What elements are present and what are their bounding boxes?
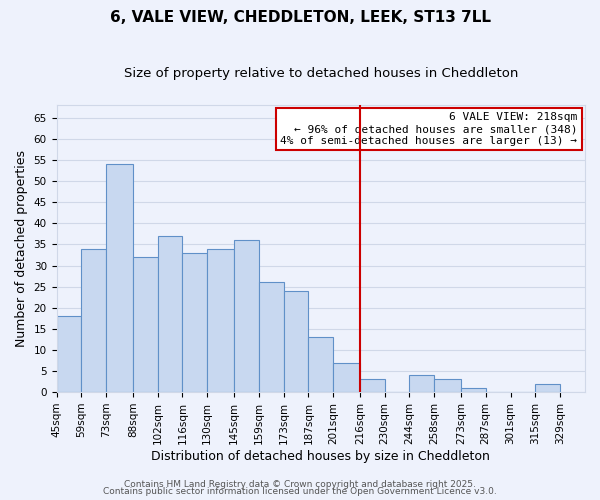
X-axis label: Distribution of detached houses by size in Cheddleton: Distribution of detached houses by size … — [151, 450, 490, 462]
Bar — [82, 248, 106, 392]
Bar — [56, 316, 82, 392]
Bar — [207, 248, 234, 392]
Bar — [308, 338, 333, 392]
Bar — [461, 388, 485, 392]
Bar — [106, 164, 133, 392]
Bar — [259, 282, 284, 392]
Text: 6, VALE VIEW, CHEDDLETON, LEEK, ST13 7LL: 6, VALE VIEW, CHEDDLETON, LEEK, ST13 7LL — [110, 10, 491, 25]
Text: Contains public sector information licensed under the Open Government Licence v3: Contains public sector information licen… — [103, 487, 497, 496]
Text: 6 VALE VIEW: 218sqm
← 96% of detached houses are smaller (348)
4% of semi-detach: 6 VALE VIEW: 218sqm ← 96% of detached ho… — [280, 112, 577, 146]
Bar — [535, 384, 560, 392]
Title: Size of property relative to detached houses in Cheddleton: Size of property relative to detached ho… — [124, 68, 518, 80]
Text: Contains HM Land Registry data © Crown copyright and database right 2025.: Contains HM Land Registry data © Crown c… — [124, 480, 476, 489]
Bar — [284, 291, 308, 392]
Bar — [333, 362, 360, 392]
Bar — [360, 380, 385, 392]
Bar — [234, 240, 259, 392]
Bar — [434, 380, 461, 392]
Bar — [133, 257, 158, 392]
Bar — [409, 375, 434, 392]
Y-axis label: Number of detached properties: Number of detached properties — [15, 150, 28, 347]
Bar — [158, 236, 182, 392]
Bar — [182, 253, 207, 392]
